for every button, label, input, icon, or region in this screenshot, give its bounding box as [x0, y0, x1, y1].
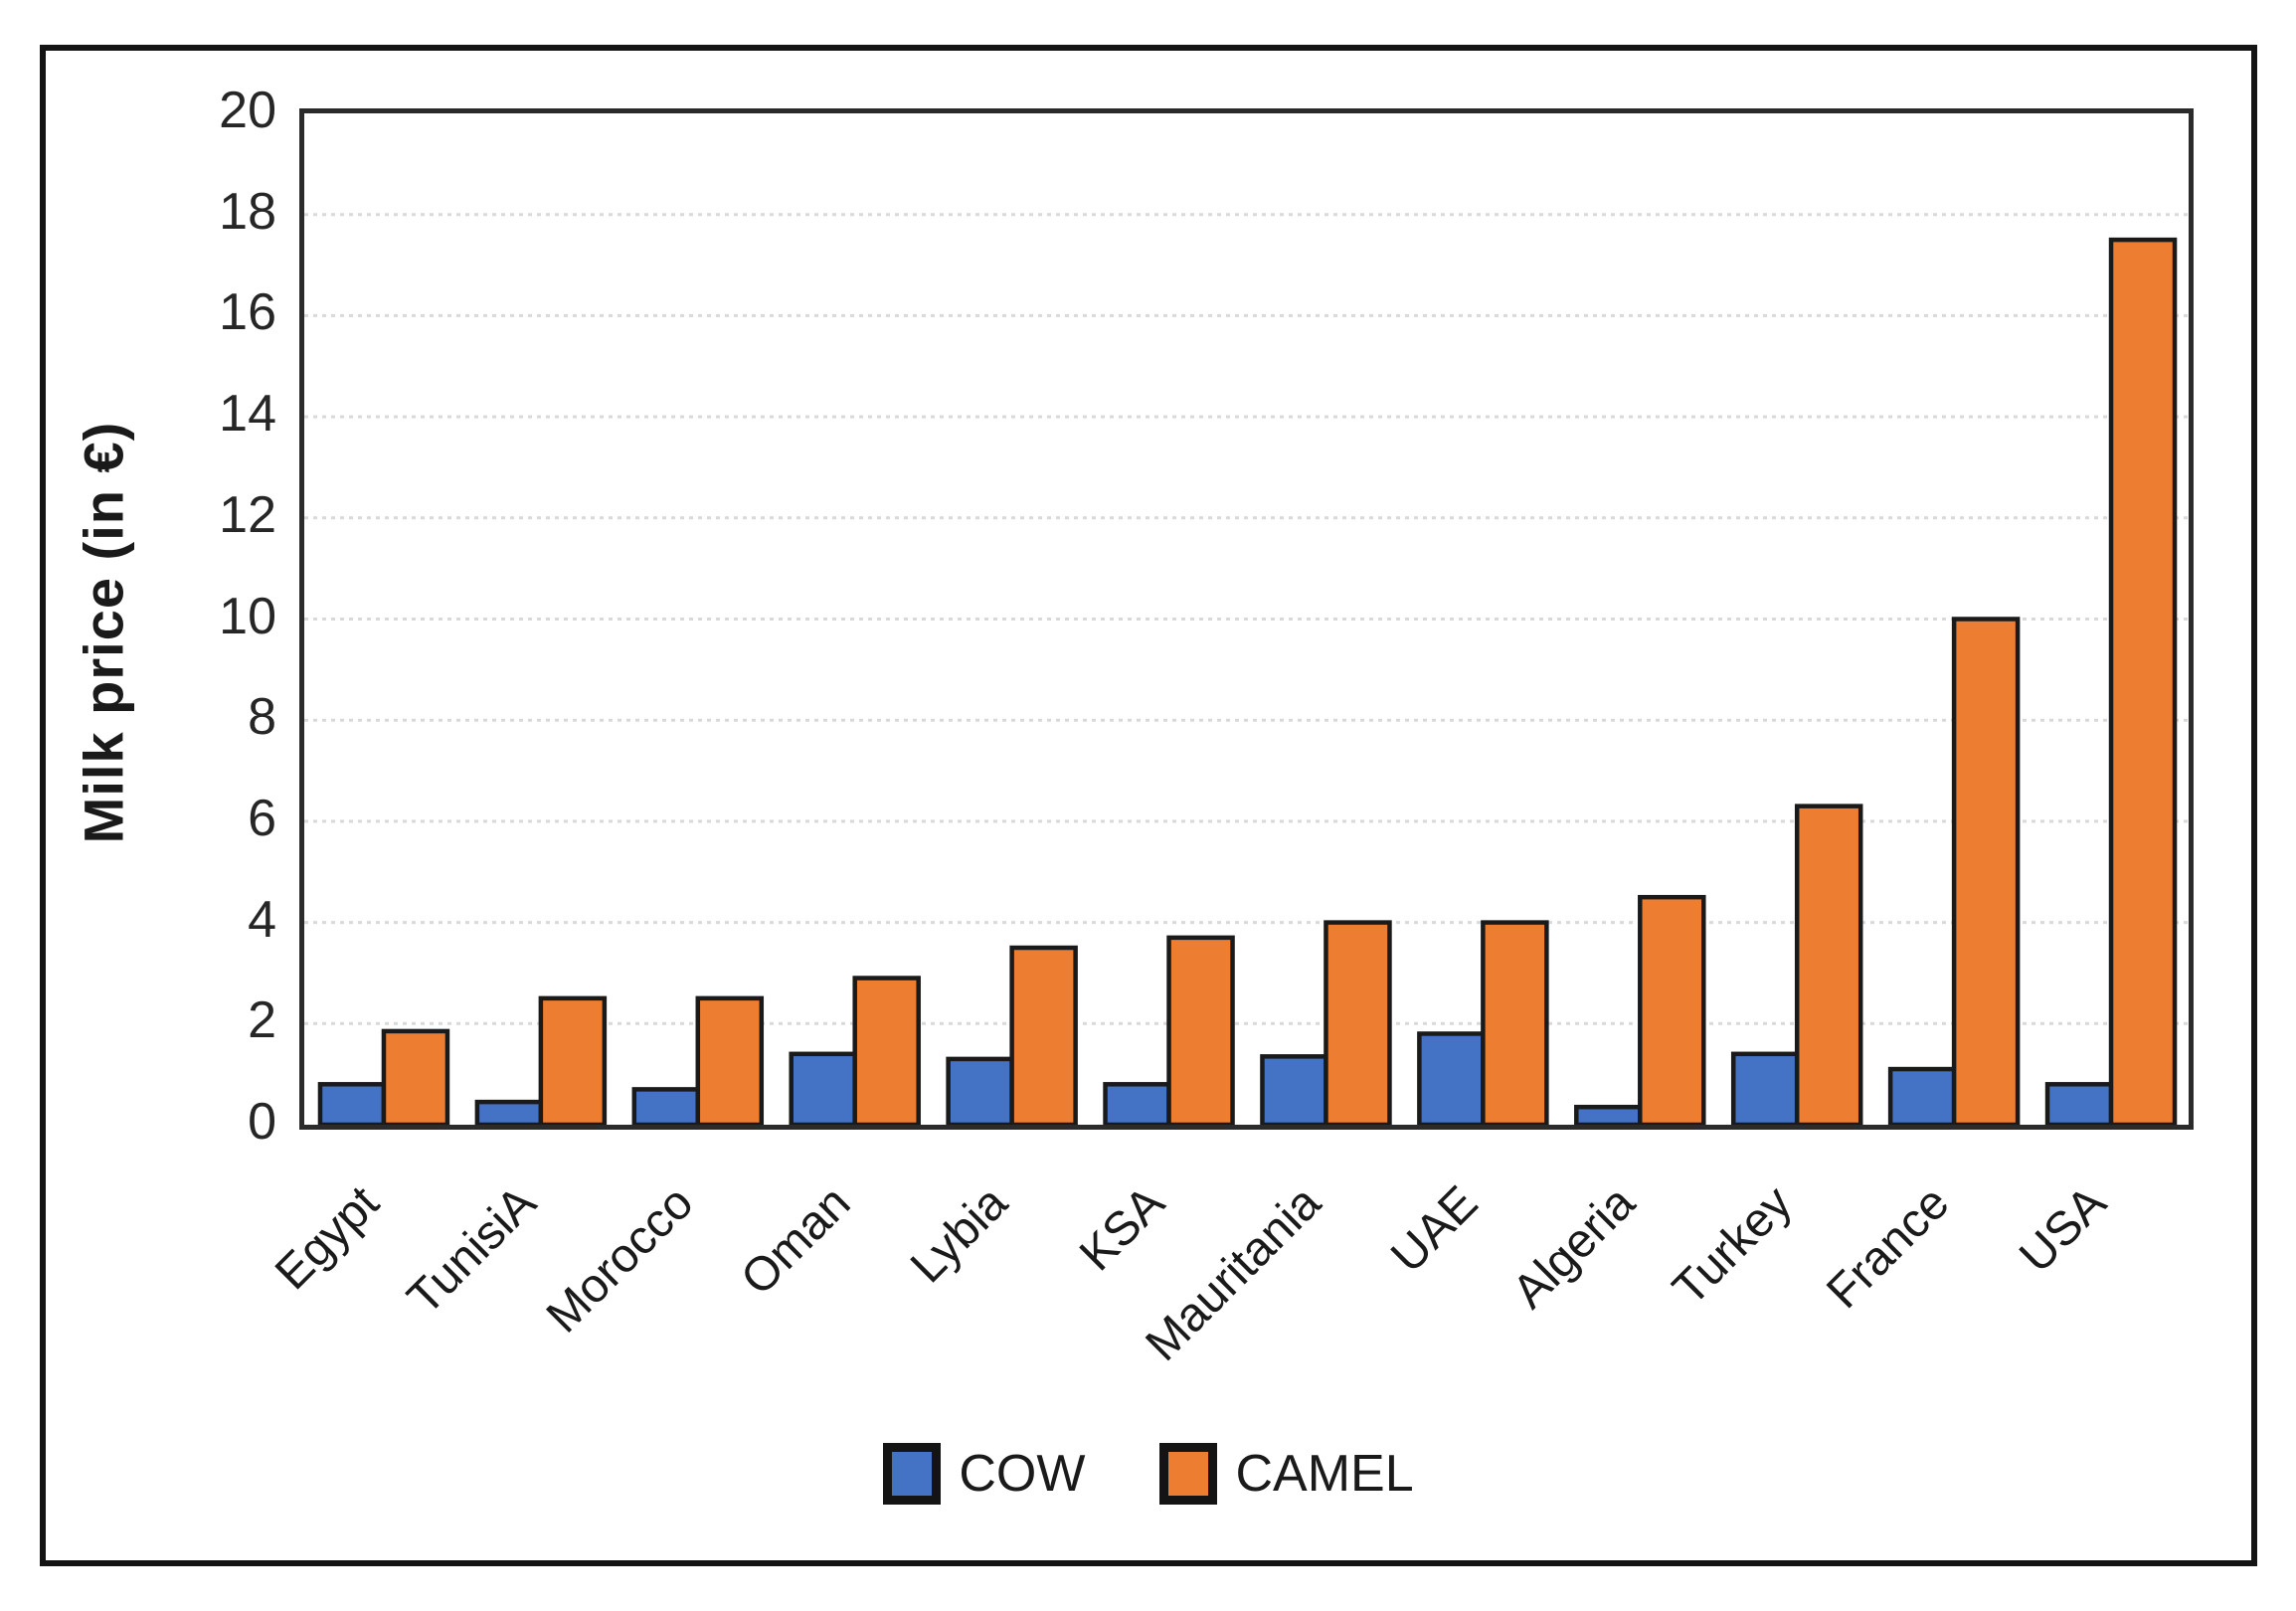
legend-item-cow: COW: [883, 1443, 1085, 1505]
bar-camel-ksa: [1166, 935, 1235, 1125]
bar-cow-turkey: [1730, 1051, 1800, 1125]
y-tick-18: 18: [219, 182, 276, 241]
y-tick-0: 0: [248, 1093, 276, 1151]
bar-cow-lybia: [946, 1056, 1014, 1125]
bar-camel-uae: [1481, 920, 1549, 1125]
bar-camel-oman: [852, 976, 921, 1125]
y-tick-2: 2: [248, 991, 276, 1050]
bars-canvas: [304, 213, 2189, 1125]
bar-camel-morocco: [695, 995, 765, 1125]
bar-camel-egypt: [381, 1028, 450, 1125]
bar-cow-france: [1887, 1066, 1957, 1125]
bar-cow-ksa: [1103, 1082, 1171, 1125]
legend-label-camel: CAMEL: [1235, 1445, 1414, 1503]
legend: COW CAMEL: [46, 1443, 2251, 1505]
legend-item-camel: CAMEL: [1159, 1443, 1414, 1505]
bar-camel-usa: [2108, 237, 2178, 1125]
figure-frame: Milk price (in €) 0 2 4 6 8 10 12 14 16 18 20 Egyp…: [40, 45, 2257, 1566]
bar-camel-turkey: [1794, 804, 1863, 1125]
bar-camel-mauritania: [1324, 920, 1392, 1125]
y-tick-4: 4: [248, 890, 276, 949]
legend-swatch-cow-icon: [883, 1443, 942, 1505]
y-tick-16: 16: [219, 283, 276, 342]
bar-camel-lybia: [1009, 945, 1078, 1125]
legend-label-cow: COW: [959, 1445, 1086, 1503]
y-tick-20: 20: [219, 82, 276, 139]
bar-cow-uae: [1417, 1031, 1486, 1125]
legend-swatch-camel-icon: [1159, 1443, 1218, 1505]
plot-area: [299, 108, 2194, 1130]
y-tick-6: 6: [248, 789, 276, 847]
bar-cow-tunisia: [474, 1099, 544, 1125]
bar-camel-tunisia: [538, 995, 608, 1125]
bar-cow-usa: [2044, 1082, 2114, 1125]
y-tick-8: 8: [248, 688, 276, 747]
y-tick-14: 14: [219, 385, 276, 444]
bar-cow-mauritania: [1260, 1054, 1328, 1125]
bar-camel-algeria: [1638, 894, 1706, 1125]
y-tick-10: 10: [219, 587, 276, 645]
bar-cow-algeria: [1574, 1104, 1643, 1125]
bar-cow-morocco: [631, 1087, 701, 1125]
bar-cow-oman: [789, 1051, 857, 1125]
y-tick-12: 12: [219, 485, 276, 544]
bar-camel-france: [1951, 617, 2021, 1125]
bar-cow-egypt: [317, 1082, 387, 1125]
